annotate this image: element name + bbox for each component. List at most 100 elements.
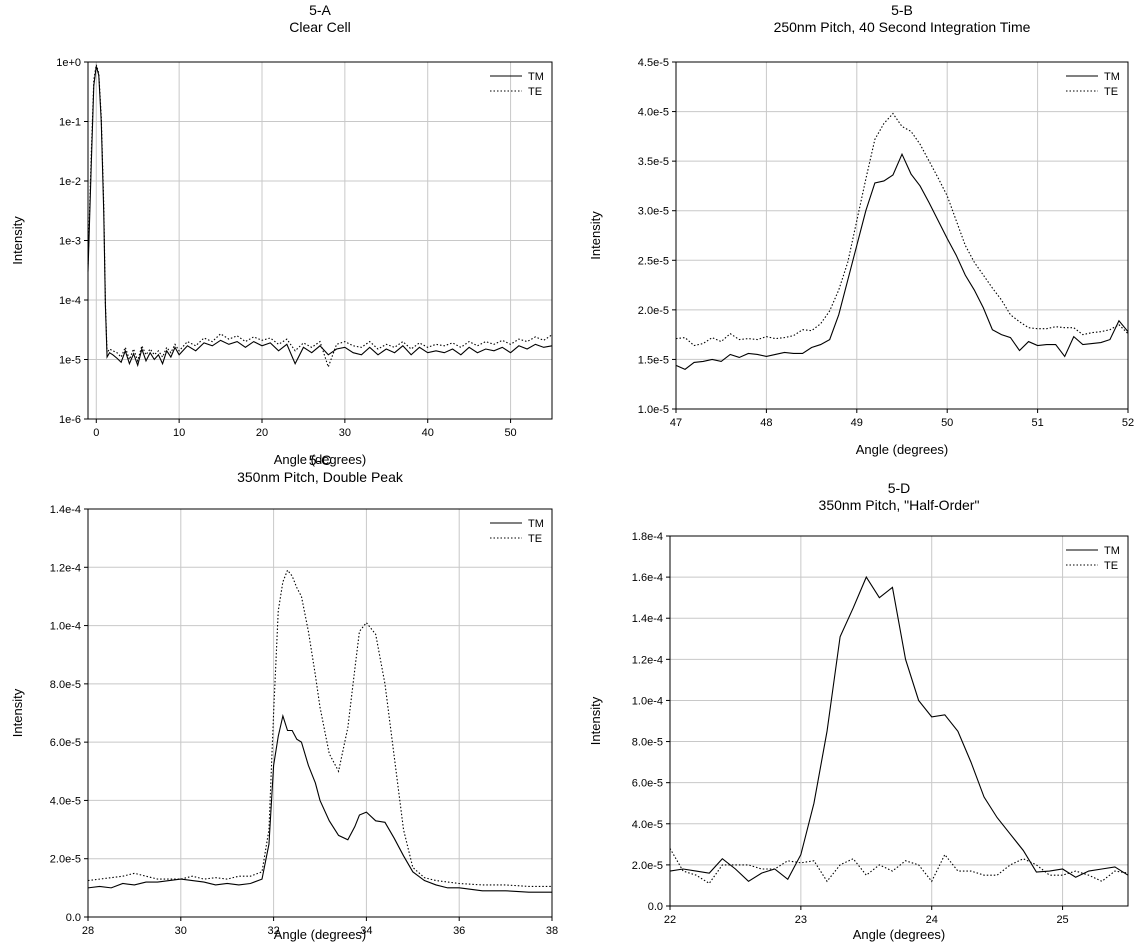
x-tick-label: 22 (664, 914, 676, 926)
y-tick-label: 4.5e-5 (638, 57, 669, 69)
legend-label-tm: TM (528, 518, 544, 530)
x-tick-label: 30 (339, 427, 351, 439)
y-tick-label: 1.0e-4 (632, 695, 663, 707)
series-line-tm (87, 66, 553, 368)
series-line-tm (87, 713, 552, 893)
x-axis-label: Angle (degrees) (856, 442, 949, 457)
legend: TM TE (490, 518, 544, 545)
legend: TM TE (1066, 71, 1120, 98)
x-tick-label: 38 (546, 925, 558, 937)
y-tick-label: 8.0e-5 (50, 679, 81, 691)
x-axis-label: Angle (degrees) (853, 927, 946, 942)
y-axis-label: Intensity (10, 216, 25, 265)
x-tick-label: 30 (175, 925, 187, 937)
series-line-te (87, 569, 552, 887)
plot-frame (87, 508, 553, 918)
y-tick-label: 1.0e-4 (50, 621, 81, 633)
chart-title: 5-D (888, 480, 911, 496)
chart-title: 5-C (309, 452, 332, 468)
y-tick-label: 1e+0 (56, 57, 81, 69)
y-tick-label: 1.0e-5 (638, 404, 669, 416)
chart-subtitle: 350nm Pitch, Double Peak (237, 469, 404, 485)
x-axis-label: Angle (degrees) (274, 452, 367, 467)
x-tick-label: 0 (93, 427, 99, 439)
legend-label-tm: TM (1104, 545, 1120, 557)
legend-label-te: TE (528, 86, 542, 98)
y-tick-label: 2.0e-5 (632, 860, 663, 872)
grid (88, 509, 552, 917)
x-tick-label: 36 (453, 925, 465, 937)
y-tick-label: 2.0e-5 (50, 854, 81, 866)
y-tick-label: 1.2e-4 (632, 654, 663, 666)
y-tick-label: 0.0 (66, 912, 81, 924)
y-axis-label: Intensity (588, 696, 603, 745)
legend-label-tm: TM (1104, 71, 1120, 83)
y-tick-label: 1.4e-4 (50, 504, 81, 516)
y-tick-label: 4.0e-5 (638, 107, 669, 119)
x-tick-label: 50 (941, 417, 953, 429)
x-tick-label: 25 (1056, 914, 1068, 926)
y-tick-label: 3.0e-5 (638, 206, 669, 218)
legend-label-te: TE (528, 533, 542, 545)
y-tick-label: 1e-5 (59, 355, 81, 367)
chart-subtitle: 350nm Pitch, "Half-Order" (819, 497, 980, 513)
grid (676, 62, 1128, 409)
y-tick-label: 1.8e-4 (632, 531, 663, 543)
y-tick-label: 1.6e-4 (632, 572, 663, 584)
y-tick-label: 1e-4 (59, 295, 81, 307)
y-tick-label: 1.4e-4 (632, 613, 663, 625)
y-tick-label: 2.0e-5 (638, 305, 669, 317)
y-tick-label: 1e-6 (59, 414, 81, 426)
y-tick-label: 0.0 (648, 901, 663, 913)
chart-subtitle: Clear Cell (289, 19, 350, 35)
x-tick-label: 49 (851, 417, 863, 429)
chart-title: 5-A (309, 2, 331, 18)
y-axis-label: Intensity (588, 211, 603, 260)
y-tick-label: 1e-3 (59, 236, 81, 248)
x-tick-label: 10 (173, 427, 185, 439)
x-tick-label: 32 (267, 925, 279, 937)
x-tick-label: 24 (926, 914, 938, 926)
y-tick-label: 1e-1 (59, 117, 81, 129)
y-tick-label: 1e-2 (59, 176, 81, 188)
y-tick-label: 2.5e-5 (638, 255, 669, 267)
x-tick-label: 51 (1031, 417, 1043, 429)
legend-label-te: TE (1104, 86, 1118, 98)
grid (88, 62, 552, 419)
x-tick-label: 28 (82, 925, 94, 937)
legend: TM TE (1066, 545, 1120, 572)
y-tick-label: 6.0e-5 (50, 737, 81, 749)
x-tick-label: 40 (422, 427, 434, 439)
x-axis-label: Angle (degrees) (274, 927, 367, 942)
x-tick-label: 50 (504, 427, 516, 439)
x-tick-label: 34 (360, 925, 372, 937)
y-tick-label: 1.5e-5 (638, 354, 669, 366)
x-tick-label: 48 (760, 417, 772, 429)
legend: TM TE (490, 71, 544, 98)
x-tick-label: 23 (795, 914, 807, 926)
series-line-te (669, 848, 1129, 885)
y-tick-label: 3.5e-5 (638, 156, 669, 168)
chart-subtitle: 250nm Pitch, 40 Second Integration Time (774, 19, 1031, 35)
x-tick-label: 52 (1122, 417, 1134, 429)
plot-frame (675, 61, 1129, 410)
y-tick-label: 8.0e-5 (632, 737, 663, 749)
legend-label-tm: TM (528, 71, 544, 83)
series-line-te (675, 112, 1129, 347)
series-line-tm (669, 575, 1129, 883)
y-axis-label: Intensity (10, 688, 25, 737)
series-line-tm (675, 152, 1129, 370)
x-tick-label: 47 (670, 417, 682, 429)
y-tick-label: 4.0e-5 (632, 819, 663, 831)
y-tick-label: 6.0e-5 (632, 778, 663, 790)
legend-label-te: TE (1104, 560, 1118, 572)
plot-frame (669, 535, 1129, 907)
grid (670, 536, 1128, 906)
y-tick-label: 4.0e-5 (50, 795, 81, 807)
y-tick-label: 1.2e-4 (50, 562, 81, 574)
x-tick-label: 20 (256, 427, 268, 439)
